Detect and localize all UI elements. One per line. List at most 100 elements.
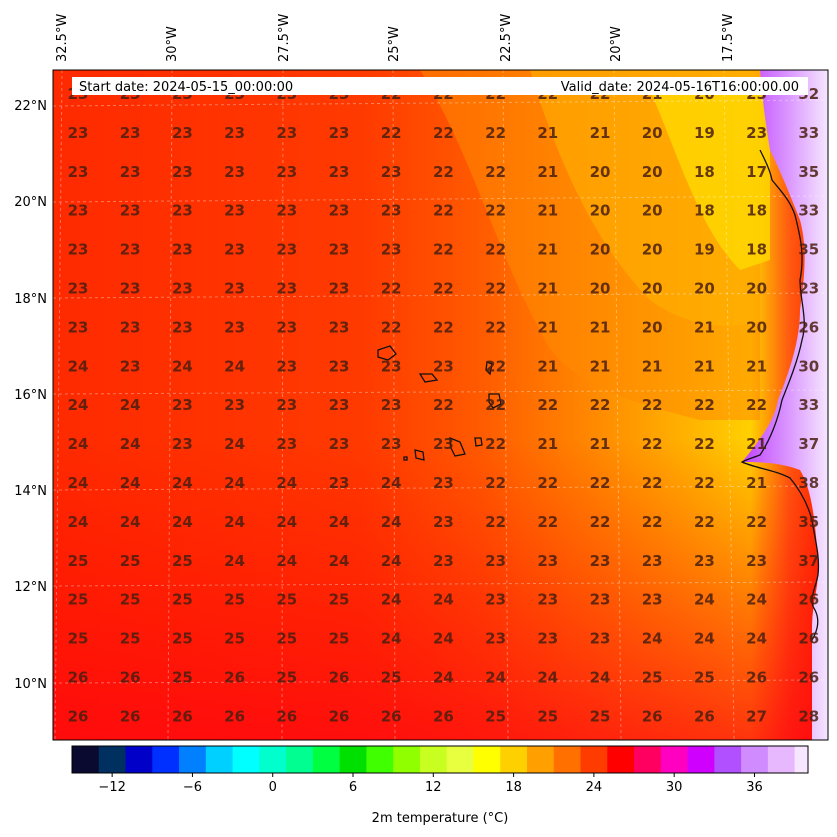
- colorbar-segment: [567, 746, 575, 773]
- colorbar-segment: [279, 746, 287, 773]
- grid-value: 24: [590, 669, 611, 687]
- grid-value: 23: [120, 318, 141, 336]
- colorbar-segment: [379, 746, 388, 773]
- grid-value: 25: [537, 707, 558, 725]
- colorbar-segment: [540, 746, 548, 773]
- grid-value: 23: [172, 318, 193, 336]
- grid-value: 24: [68, 396, 89, 414]
- grid-value: 35: [798, 163, 819, 181]
- colorbar-segment: [393, 746, 401, 773]
- grid-value: 24: [433, 669, 454, 687]
- grid-value: 24: [68, 435, 89, 453]
- colorbar-tick-label: 24: [586, 780, 603, 795]
- colorbar-segment: [680, 746, 689, 773]
- grid-value: 23: [224, 202, 245, 220]
- colorbar-segment: [219, 746, 227, 773]
- grid-value: 25: [120, 591, 141, 609]
- grid-value: 33: [798, 396, 819, 414]
- grid-value: 24: [172, 513, 193, 531]
- grid-value: 18: [694, 163, 715, 181]
- grid-value: 22: [642, 513, 663, 531]
- colorbar-segment: [152, 746, 160, 773]
- grid-value: 26: [276, 707, 297, 725]
- grid-value: 21: [590, 357, 611, 375]
- colorbar-tick-label: −6: [183, 780, 202, 795]
- grid-value: 23: [276, 357, 297, 375]
- grid-value: 24: [276, 474, 297, 492]
- grid-value: 23: [120, 357, 141, 375]
- grid-value: 22: [590, 513, 611, 531]
- grid-value: 22: [433, 202, 454, 220]
- colorbar-segment: [734, 746, 742, 773]
- grid-value: 25: [68, 630, 89, 648]
- colorbar-segment: [761, 746, 769, 773]
- colorbar-segment: [92, 746, 100, 773]
- grid-value: 26: [381, 707, 402, 725]
- colorbar-segment: [694, 746, 702, 773]
- grid-value: 23: [68, 202, 89, 220]
- colorbar-segment: [72, 746, 80, 773]
- grid-value: 26: [798, 630, 819, 648]
- colorbar-segment: [98, 746, 107, 773]
- colorbar-segment: [741, 746, 749, 773]
- longitude-label: 27.5°W: [277, 14, 292, 62]
- grid-value: 18: [694, 202, 715, 220]
- grid-value: 20: [642, 124, 663, 142]
- colorbar-segment: [185, 746, 194, 773]
- grid-value: 25: [590, 707, 611, 725]
- longitude-label: 20°W: [609, 26, 624, 62]
- colorbar-segment: [266, 746, 274, 773]
- colorbar-segment: [593, 746, 602, 773]
- colorbar-tick-label: 12: [425, 780, 442, 795]
- grid-value: 24: [120, 513, 141, 531]
- grid-value: 23: [120, 163, 141, 181]
- colorbar-segment: [480, 746, 488, 773]
- colorbar-segment: [125, 746, 133, 773]
- grid-value: 22: [433, 163, 454, 181]
- cape-verde-islands: [377, 345, 502, 461]
- longitude-label: 22.5°W: [499, 14, 514, 62]
- grid-value: 25: [172, 591, 193, 609]
- grid-value: 24: [224, 357, 245, 375]
- colorbar-segment: [433, 746, 441, 773]
- colorbar-title: 2m temperature (°C): [372, 811, 509, 826]
- latitude-label: 10°N: [14, 677, 47, 692]
- colorbar-segment: [440, 746, 448, 773]
- grid-value: 22: [694, 474, 715, 492]
- colorbar-segment: [660, 746, 669, 773]
- grid-value: 24: [224, 552, 245, 570]
- colorbar-segment: [205, 746, 214, 773]
- grid-value: 23: [172, 124, 193, 142]
- grid-value: 20: [642, 280, 663, 298]
- colorbar-segment: [426, 746, 434, 773]
- grid-value: 25: [642, 669, 663, 687]
- grid-value: 22: [433, 318, 454, 336]
- grid-value: 25: [276, 630, 297, 648]
- grid-value: 17: [746, 163, 767, 181]
- grid-value: 22: [694, 435, 715, 453]
- colorbar-segment: [118, 746, 127, 773]
- grid-value: 22: [485, 396, 506, 414]
- grid-value: 24: [381, 591, 402, 609]
- grid-value: 25: [276, 591, 297, 609]
- grid-value: 24: [694, 591, 715, 609]
- grid-value: 22: [694, 396, 715, 414]
- grid-value: 23: [433, 552, 454, 570]
- grid-value: 25: [68, 591, 89, 609]
- grid-value: 23: [172, 163, 193, 181]
- grid-value: 23: [172, 202, 193, 220]
- grid-value: 23: [276, 396, 297, 414]
- grid-value: 23: [381, 202, 402, 220]
- colorbar-segment: [252, 746, 260, 773]
- colorbar-segment: [399, 746, 408, 773]
- grid-value: 21: [537, 202, 558, 220]
- colorbar-segment: [373, 746, 381, 773]
- grid-value: 23: [590, 591, 611, 609]
- grid-value: 24: [381, 474, 402, 492]
- grid-value: 23: [329, 396, 350, 414]
- grid-value: 22: [381, 124, 402, 142]
- colorbar-segment: [406, 746, 414, 773]
- grid-value: 22: [381, 318, 402, 336]
- grid-value: 21: [694, 357, 715, 375]
- grid-value: 22: [746, 396, 767, 414]
